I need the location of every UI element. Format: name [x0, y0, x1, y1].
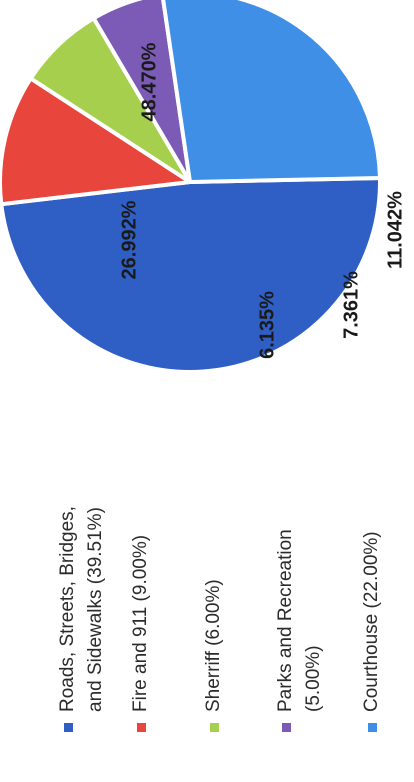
pie-label-sherriff: 7.361%: [340, 271, 362, 339]
pie-label-roads: 48.470%: [138, 42, 160, 121]
pie-label-fire: 11.042%: [384, 191, 406, 269]
pie-label-courthouse: 26.992%: [118, 200, 140, 279]
pie-slice-courthouse: [161, 0, 383, 185]
pie-slice-fire: [0, 75, 196, 207]
pie-slice-parks: [90, 0, 192, 184]
pie-slice-roads: [0, 175, 382, 374]
pie-label-parks: 6.135%: [256, 291, 278, 359]
